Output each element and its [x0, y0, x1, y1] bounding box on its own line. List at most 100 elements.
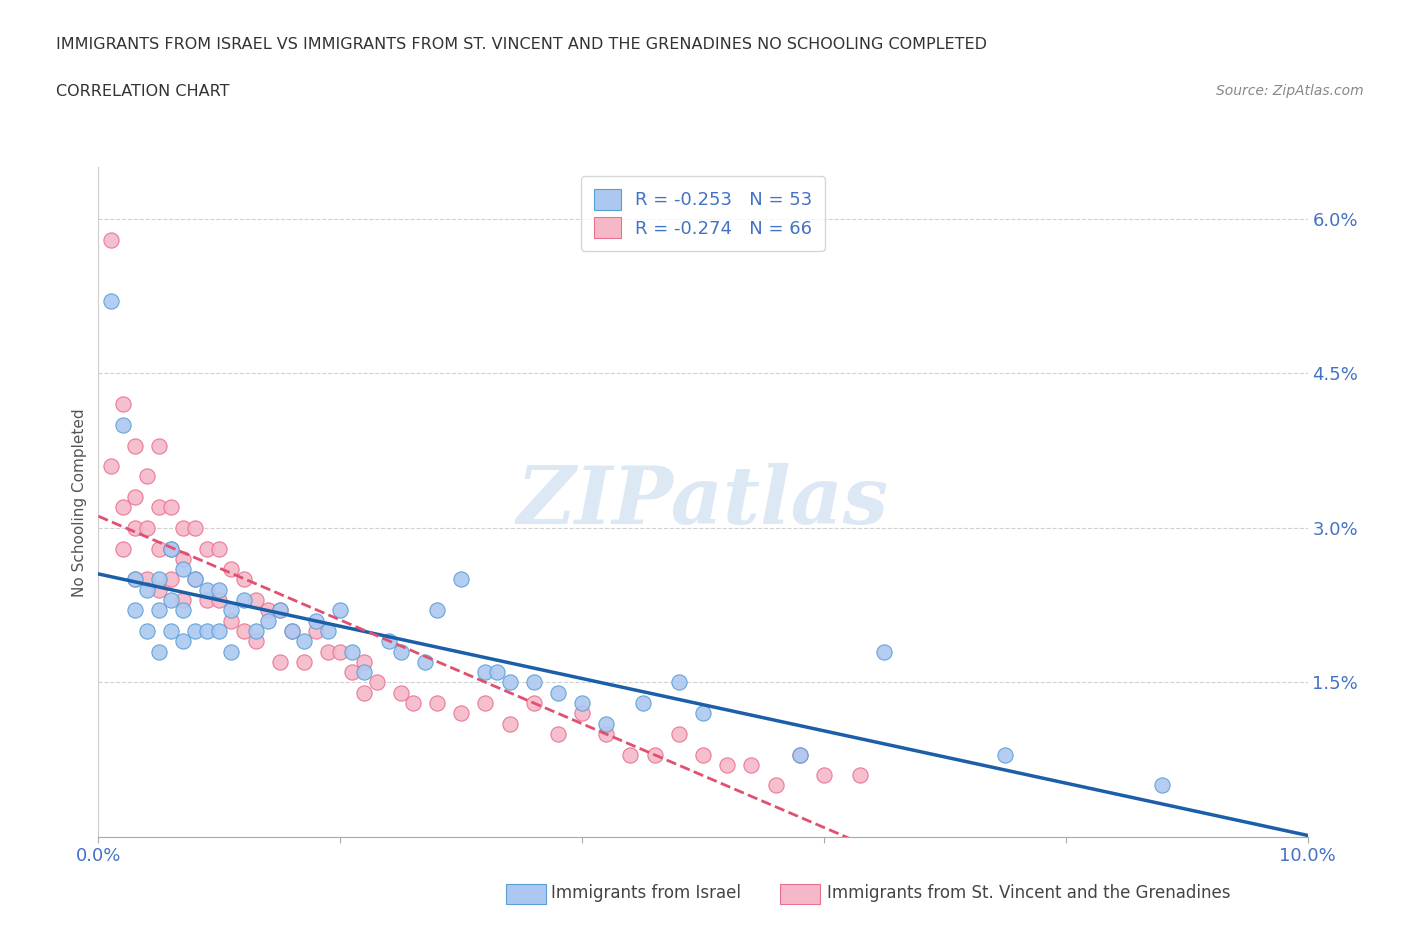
Point	[269, 603, 291, 618]
Point	[256, 603, 278, 618]
Point	[245, 634, 267, 649]
Text: Source: ZipAtlas.com: Source: ZipAtlas.com	[1216, 84, 1364, 98]
Point	[389, 685, 412, 700]
Point	[1152, 778, 1174, 793]
Point	[135, 582, 157, 597]
Point	[523, 675, 546, 690]
Point	[377, 634, 399, 649]
Point	[668, 726, 690, 741]
Point	[172, 592, 194, 607]
Point	[305, 623, 328, 638]
Point	[342, 665, 364, 680]
Point	[124, 572, 146, 587]
Point	[208, 623, 231, 638]
Point	[269, 603, 291, 618]
Point	[353, 665, 375, 680]
Text: Immigrants from St. Vincent and the Grenadines: Immigrants from St. Vincent and the Gren…	[827, 884, 1230, 902]
Point	[740, 757, 762, 772]
Point	[232, 572, 254, 587]
Text: CORRELATION CHART: CORRELATION CHART	[56, 84, 229, 99]
Point	[135, 469, 157, 484]
Point	[316, 623, 339, 638]
Point	[148, 438, 170, 453]
Point	[111, 397, 134, 412]
Point	[305, 613, 328, 628]
Point	[160, 541, 183, 556]
Point	[221, 613, 243, 628]
Point	[668, 675, 690, 690]
Point	[366, 675, 388, 690]
Point	[498, 716, 520, 731]
Point	[547, 726, 569, 741]
Text: ZIPatlas: ZIPatlas	[517, 463, 889, 541]
Point	[124, 521, 146, 536]
Point	[523, 696, 546, 711]
Point	[789, 747, 811, 762]
Legend: R = -0.253   N = 53, R = -0.274   N = 66: R = -0.253 N = 53, R = -0.274 N = 66	[581, 177, 825, 251]
Point	[245, 623, 267, 638]
Point	[111, 500, 134, 515]
Point	[426, 603, 449, 618]
Point	[595, 716, 617, 731]
Point	[221, 603, 243, 618]
Point	[389, 644, 412, 659]
Point	[111, 541, 134, 556]
Point	[269, 655, 291, 670]
Point	[135, 572, 157, 587]
Point	[195, 623, 218, 638]
Point	[184, 623, 207, 638]
Point	[692, 747, 714, 762]
Point	[124, 489, 146, 504]
Point	[789, 747, 811, 762]
Point	[195, 582, 218, 597]
Point	[498, 675, 520, 690]
Point	[765, 778, 787, 793]
Point	[160, 572, 183, 587]
Point	[474, 665, 496, 680]
Point	[692, 706, 714, 721]
Point	[232, 592, 254, 607]
Point	[329, 603, 352, 618]
Point	[353, 655, 375, 670]
Point	[571, 696, 593, 711]
Point	[100, 232, 122, 247]
Point	[124, 572, 146, 587]
Point	[184, 572, 207, 587]
Point	[849, 768, 872, 783]
Point	[256, 613, 278, 628]
Point	[329, 644, 352, 659]
Point	[474, 696, 496, 711]
Point	[873, 644, 896, 659]
Text: Immigrants from Israel: Immigrants from Israel	[551, 884, 741, 902]
Point	[160, 623, 183, 638]
Point	[342, 644, 364, 659]
Point	[450, 572, 472, 587]
Point	[160, 541, 183, 556]
Point	[195, 592, 218, 607]
Point	[292, 634, 315, 649]
Point	[124, 438, 146, 453]
Point	[172, 551, 194, 566]
Point	[184, 521, 207, 536]
Point	[172, 603, 194, 618]
Point	[232, 623, 254, 638]
Point	[148, 572, 170, 587]
Point	[172, 521, 194, 536]
Point	[160, 592, 183, 607]
Point	[221, 562, 243, 577]
Point	[644, 747, 666, 762]
Point	[148, 582, 170, 597]
Point	[160, 500, 183, 515]
Point	[208, 541, 231, 556]
Point	[316, 644, 339, 659]
Point	[221, 644, 243, 659]
Point	[413, 655, 436, 670]
Point	[172, 634, 194, 649]
Point	[595, 726, 617, 741]
Point	[184, 572, 207, 587]
Point	[195, 541, 218, 556]
Point	[716, 757, 738, 772]
Point	[486, 665, 509, 680]
Point	[619, 747, 641, 762]
Point	[172, 562, 194, 577]
